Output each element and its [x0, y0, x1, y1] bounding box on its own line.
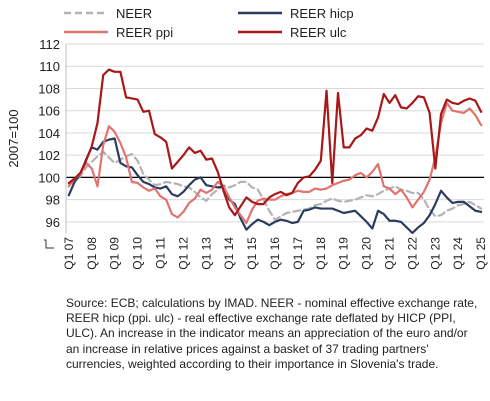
x-tick-label: Q1 21: [383, 237, 397, 270]
x-tick-label: Q1 23: [428, 237, 442, 270]
line-chart: 96 98 100 102 104 106 108 110 112 2007=100 Q1 07 Q1…: [6, 6, 488, 270]
x-tick-label: Q1 24: [451, 237, 465, 270]
legend-label: REER hicp: [290, 6, 354, 21]
chart-area: 96 98 100 102 104 106 108 110 112 2007=100 Q1 07 Q1…: [6, 6, 488, 270]
series-line-neer: [67, 150, 483, 221]
series-line-reer-hicp: [67, 137, 483, 235]
x-tick-label: Q1 10: [131, 237, 145, 270]
x-tick-label: Q1 15: [245, 237, 259, 270]
x-tick-label: Q1 14: [222, 237, 236, 270]
series-line-reer-ppi: [67, 101, 483, 225]
x-tick-label: Q1 08: [85, 237, 99, 270]
y-tick-label: 96: [46, 215, 60, 230]
x-tick-label: Q1 17: [291, 237, 305, 270]
x-tick-label: Q1 19: [337, 237, 351, 270]
y-tick-label: 110: [39, 59, 60, 74]
x-tick-label: Q1 11: [153, 237, 167, 269]
y-tick-label: 108: [38, 81, 60, 96]
y-axis-title: 2007=100: [6, 109, 21, 167]
y-tick-label: 104: [38, 126, 60, 141]
legend-label: NEER: [116, 6, 152, 21]
x-tick-label: Q1 09: [108, 237, 122, 270]
x-tick-label: Q1 20: [360, 237, 374, 270]
y-tick-label: 112: [39, 37, 60, 52]
x-tick-label: Q1 25: [474, 237, 488, 270]
x-tick-label: Q1 13: [199, 237, 213, 270]
legend-label: REER ppi: [116, 25, 173, 40]
series-line-reer-ulc: [67, 68, 483, 217]
source-note: Source: ECB; calculations by IMAD. NEER …: [66, 296, 478, 371]
x-tick-label: Q1 16: [268, 237, 282, 270]
legend-label: REER ulc: [290, 25, 347, 40]
x-tick-label: Q1 12: [176, 237, 190, 270]
x-tick-label: Q1 18: [314, 237, 328, 270]
y-tick-label: 100: [38, 170, 60, 185]
x-tick-label: Q1 07: [62, 237, 76, 270]
x-tick-label: Q1 22: [405, 237, 419, 270]
y-tick-label: 106: [38, 104, 60, 119]
y-tick-label: 98: [46, 193, 60, 208]
y-tick-label: 102: [38, 148, 60, 163]
axis-break-marker: [44, 239, 54, 249]
